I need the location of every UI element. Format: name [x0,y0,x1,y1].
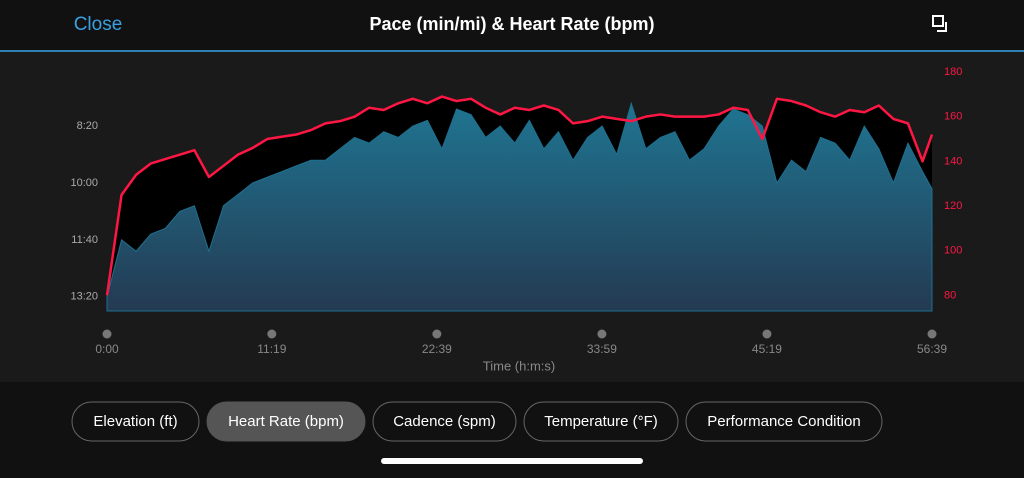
plot: 8:20 10:00 11:40 13:20 80 100 120 140 160 180 0:00… [70,66,962,356]
x-tick-dot [432,329,442,339]
x-tick-dot [267,329,277,339]
x-tick-label: 22:39 [422,342,452,356]
y2-tick-label: 140 [944,155,962,167]
y-tick-label: 13:20 [70,291,98,303]
y2-tick-label: 80 [944,289,956,301]
buttons: Elevation (ft) Heart Rate (bpm) Cadence (s… [71,401,883,442]
x-tick-label: 56:39 [917,342,947,356]
chart-title: Pace (min/mi) & Heart Rate (bpm) [369,14,654,34]
x-tick-dot [597,329,607,339]
x-tick-dot [927,329,937,339]
filter-button-label[interactable]: Performance Condition [707,413,860,430]
filter-button-label[interactable]: Elevation (ft) [93,413,177,430]
home-indicator [381,458,643,464]
filter-button-label[interactable]: Temperature (°F) [544,413,658,430]
y-tick-label: 10:00 [70,177,98,189]
expand-icon[interactable] [932,15,947,32]
y2-tick-label: 120 [944,200,962,212]
y2-tick-label: 160 [944,111,962,123]
x-tick-label: 45:19 [752,342,782,356]
x-tick-dot [762,329,772,339]
y-tick-label: 11:40 [71,234,98,246]
pace-area [106,101,933,312]
filter-button[interactable] [523,401,679,442]
y-tick-label: 8:20 [77,120,98,132]
filter-button[interactable] [71,401,200,442]
x-tick-dot [102,329,112,339]
filter-button-label[interactable]: Cadence (spm) [393,413,496,430]
filter-button[interactable] [372,401,517,442]
filter-button[interactable] [206,401,366,442]
close-button[interactable]: Close [74,14,123,35]
filter-button[interactable] [685,401,883,442]
x-tick-label: 11:19 [257,342,286,356]
x-axis-title: Time (h:m:s) [483,358,555,373]
x-tick-label: 33:59 [587,342,617,356]
filter-button-label[interactable]: Heart Rate (bpm) [228,413,344,430]
heart-rate-line [105,95,934,296]
y2-tick-label: 180 [944,66,962,78]
x-tick-label: 0:00 [95,342,119,356]
y2-tick-label: 100 [944,245,962,257]
